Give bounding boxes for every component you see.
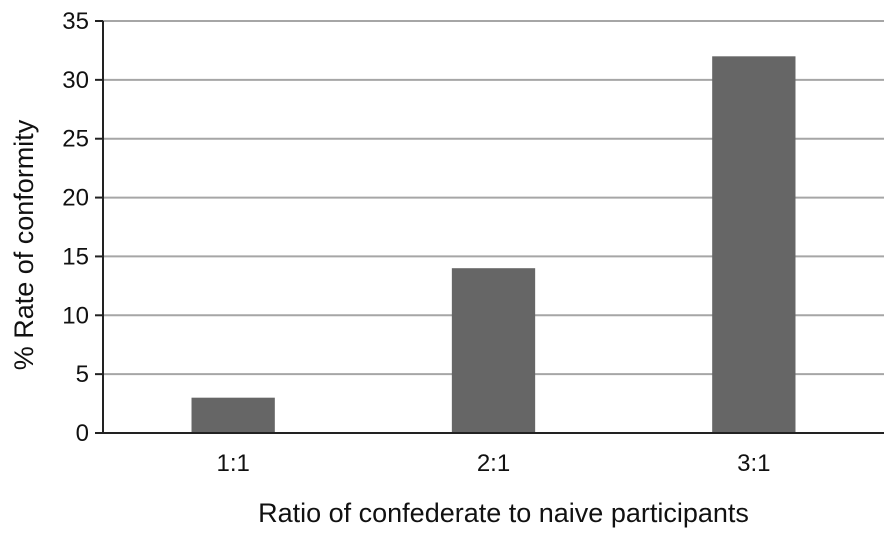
x-axis-title: Ratio of confederate to naive participan…	[258, 498, 749, 528]
x-tick-label: 1:1	[216, 450, 249, 477]
bar-2-1	[451, 268, 536, 433]
y-axis-ticks: 0 5 10 15 20 25 30 35	[62, 8, 103, 447]
y-tick-label: 0	[76, 420, 89, 447]
grid-lines	[103, 20, 884, 376]
x-tick-label: 3:1	[737, 450, 770, 477]
axes	[95, 21, 884, 434]
y-tick-label: 20	[62, 185, 89, 212]
y-axis-title: % Rate of conformity	[9, 119, 39, 370]
y-tick-label: 30	[62, 67, 89, 94]
y-tick-label: 35	[62, 8, 89, 35]
x-tick-label: 2:1	[477, 450, 510, 477]
bars	[191, 56, 796, 434]
y-tick-label: 25	[62, 126, 89, 153]
bar-1-1	[191, 397, 275, 433]
y-tick-label: 15	[62, 243, 89, 270]
y-tick-label: 5	[76, 361, 89, 388]
bar-3-1	[712, 56, 796, 434]
x-axis-ticks: 1:1 2:1 3:1	[216, 450, 770, 477]
y-tick-label: 10	[62, 302, 89, 329]
